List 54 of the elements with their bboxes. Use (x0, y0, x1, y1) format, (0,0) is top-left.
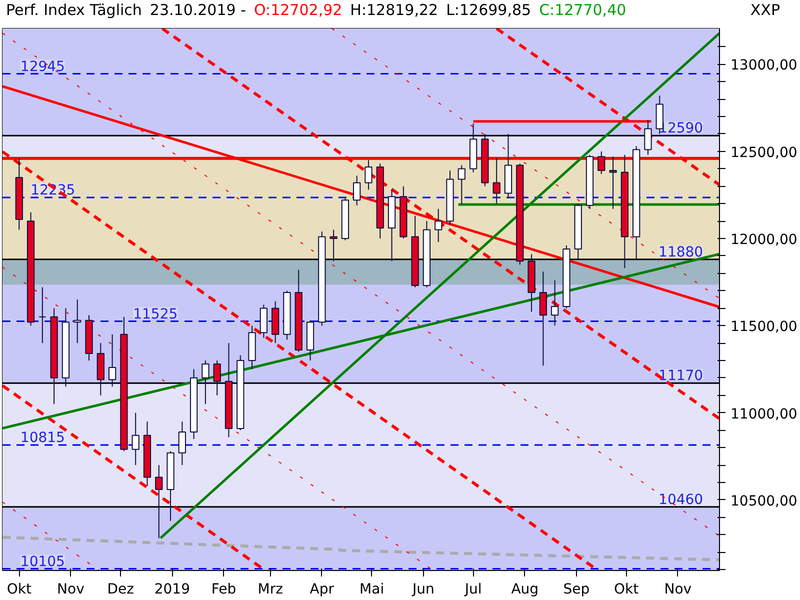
x-tick-label: Nov (57, 582, 84, 598)
ref-line-label: 10815 (20, 430, 65, 446)
candlestick (353, 175, 361, 206)
x-tick-label: Sep (563, 582, 590, 598)
y-tick-label: 11000,00 (730, 406, 798, 422)
candlestick (458, 164, 466, 204)
chart-title: Perf. Index Täglich (6, 0, 142, 21)
x-tick-label: Feb (211, 582, 236, 598)
x-tick-label: Apr (310, 582, 334, 598)
candlestick (492, 158, 500, 204)
candlestick (644, 119, 652, 156)
y-tick-label: 12500,00 (730, 144, 798, 161)
candlestick (108, 334, 116, 388)
x-tick-label: Mai (360, 582, 384, 598)
candlestick (178, 420, 186, 466)
candlestick (364, 160, 372, 190)
x-tick-label: Mrz (258, 582, 283, 598)
ref-line-label: 12590 (658, 120, 704, 137)
candlestick (330, 229, 338, 262)
y-axis-title: XXP (750, 0, 781, 21)
candlestick (609, 156, 617, 210)
x-tick-label: Dez (107, 582, 134, 598)
ref-line-label: 11880 (658, 244, 704, 260)
ref-line-label: 11525 (133, 306, 178, 322)
ref-line-label: 10460 (658, 492, 704, 508)
ref-line-label: 10105 (20, 554, 65, 570)
candlestick (598, 150, 606, 175)
x-tick-label: Nov (664, 582, 692, 598)
candlestick (213, 360, 221, 396)
candlestick (155, 464, 163, 539)
y-tick-label: 12000,00 (730, 232, 798, 248)
x-tick-label: Okt (614, 582, 640, 598)
x-tick-label: Jul (464, 582, 482, 598)
text: L:12699,85 (446, 0, 532, 21)
text: H:12819,22 (350, 0, 438, 21)
candlestick (434, 208, 442, 242)
chart-subtitle: 23.10.2019 - (150, 0, 246, 21)
ref-line-label: 11170 (658, 368, 704, 384)
y-tick-label: 10500,00 (730, 493, 798, 510)
x-tick-label: Aug (511, 582, 539, 598)
y-tick-label: 13000,00 (730, 58, 798, 74)
candlestick (550, 280, 559, 326)
y-tick-label: 11500,00 (730, 319, 798, 336)
candlestick (132, 412, 140, 466)
x-tick-label: 2019 (154, 582, 190, 598)
x-tick-label: Okt (6, 582, 32, 598)
text: O:12702,92 (254, 0, 342, 21)
candlestick (202, 360, 210, 405)
x-tick-label: Jun (411, 582, 434, 598)
candlestick (38, 286, 46, 344)
candlestick (74, 299, 82, 344)
ref-line-label: 12945 (20, 58, 65, 75)
text: C:12770,40 (539, 0, 626, 21)
candlestick (539, 271, 547, 366)
